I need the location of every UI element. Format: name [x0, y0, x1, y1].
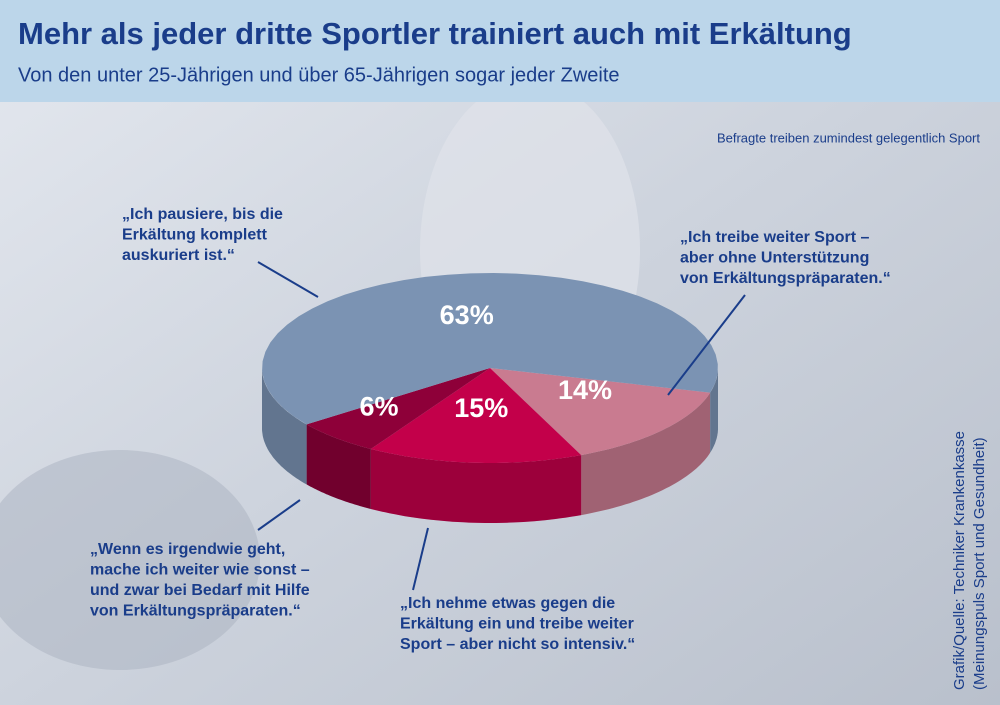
source: Grafik/Quelle: Techniker Krankenkasse (M… — [951, 431, 988, 690]
slice-side-shade — [370, 449, 582, 523]
photo-weights — [0, 450, 260, 670]
value-label: 15% — [454, 393, 508, 423]
slice — [490, 368, 711, 456]
slice — [262, 273, 718, 425]
value-label: 14% — [558, 375, 612, 405]
category-label: von Erkältungspräparaten.“ — [90, 603, 301, 620]
slice-side — [370, 449, 582, 523]
value-label: 6% — [359, 392, 398, 422]
slice-side-shade — [306, 424, 371, 509]
category-label: mache ich weiter wie sonst – — [90, 562, 310, 579]
leader-line — [412, 527, 429, 591]
subtitle: Von den unter 25-Jährigen und über 65-Jä… — [18, 64, 620, 86]
category-label: auskuriert ist.“ — [122, 247, 235, 264]
slice-side — [710, 368, 718, 453]
value-label: 63% — [440, 300, 494, 330]
category-label: „Ich nehme etwas gegen die — [400, 595, 615, 612]
leader-line — [667, 294, 746, 396]
slice-side-shade — [581, 392, 711, 516]
category-label: von Erkältungspräparaten.“ — [680, 270, 891, 287]
header — [0, 0, 1000, 102]
leader-line — [257, 499, 301, 531]
slice-side-shade — [710, 368, 718, 453]
slice — [306, 368, 490, 449]
slice-side — [262, 368, 307, 485]
slice — [370, 368, 582, 463]
source-line: (Meinungspuls Sport und Gesundheit) — [971, 437, 988, 690]
title: Mehr als jeder dritte Sportler trainiert… — [18, 16, 852, 51]
slice-side — [306, 424, 371, 509]
category-label: aber ohne Unterstützung — [680, 250, 869, 267]
source-line: Grafik/Quelle: Techniker Krankenkasse — [951, 431, 968, 690]
category-label: „Ich treibe weiter Sport – — [680, 229, 869, 246]
category-label: „Wenn es irgendwie geht, — [90, 541, 285, 558]
category-label: Erkältung ein und treibe weiter — [400, 616, 634, 633]
category-label: und zwar bei Bedarf mit Hilfe — [90, 582, 310, 599]
pie — [262, 273, 718, 523]
category-label: „Ich pausiere, bis die — [122, 206, 283, 223]
category-label: Sport – aber nicht so intensiv.“ — [400, 636, 635, 653]
category-label: Erkältung komplett — [122, 227, 268, 244]
slice-side-shade — [262, 368, 307, 485]
note: Befragte treiben zumindest gelegentlich … — [717, 130, 980, 145]
labels: 14% 15% 6% 63% „Ich treibe weiter Sport – abe… — [90, 206, 891, 653]
slice-side — [581, 392, 711, 516]
leader-line — [257, 261, 319, 298]
